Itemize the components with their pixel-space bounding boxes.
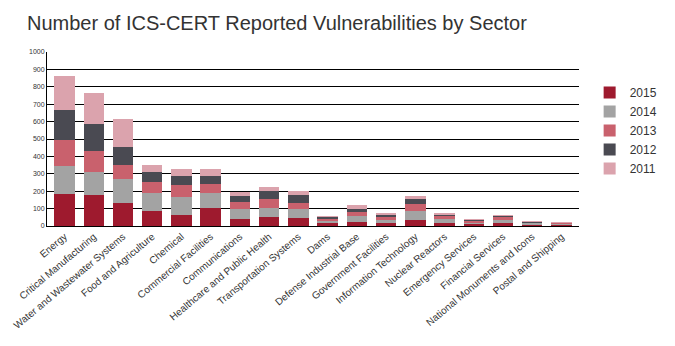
svg-text:Critical Manufacturing: Critical Manufacturing (17, 231, 98, 302)
svg-text:0: 0 (41, 222, 45, 229)
svg-text:Dams: Dams (305, 231, 332, 256)
svg-text:Postal and Shipping: Postal and Shipping (491, 231, 566, 297)
svg-text:500: 500 (33, 135, 45, 142)
svg-text:Water and Wastewater Systems: Water and Wastewater Systems (12, 231, 128, 331)
svg-text:Financial Services: Financial Services (438, 231, 507, 292)
svg-text:1000: 1000 (29, 48, 45, 55)
svg-text:Healthcare and Public Health: Healthcare and Public Health (167, 231, 273, 323)
svg-text:Emergency Services: Emergency Services (401, 231, 478, 298)
svg-text:2015: 2015 (630, 86, 657, 100)
svg-text:400: 400 (33, 153, 45, 160)
svg-text:800: 800 (33, 83, 45, 90)
svg-text:900: 900 (33, 66, 45, 73)
svg-text:Chemical: Chemical (147, 231, 186, 266)
svg-text:Nuclear Reactors: Nuclear Reactors (383, 231, 449, 289)
svg-text:Transportation Systems: Transportation Systems (215, 231, 303, 307)
svg-text:Information Technology: Information Technology (334, 231, 420, 306)
svg-text:100: 100 (33, 205, 45, 212)
svg-text:2014: 2014 (630, 105, 657, 119)
svg-text:700: 700 (33, 101, 45, 108)
svg-text:600: 600 (33, 118, 45, 125)
svg-text:2012: 2012 (630, 143, 657, 157)
svg-text:Number of ICS-CERT Reported Vu: Number of ICS-CERT Reported Vulnerabilit… (27, 12, 527, 34)
svg-text:2011: 2011 (630, 162, 656, 176)
svg-text:National Monuments and Icons: National Monuments and Icons (424, 231, 537, 328)
svg-text:Commercial Facilities: Commercial Facilities (135, 231, 215, 301)
svg-text:2013: 2013 (630, 124, 657, 138)
svg-text:Communications: Communications (180, 231, 244, 287)
svg-text:Energy: Energy (38, 231, 69, 260)
svg-text:300: 300 (33, 170, 45, 177)
svg-text:Government Facilities: Government Facilities (309, 231, 390, 302)
svg-text:Food and Agriculture: Food and Agriculture (79, 231, 157, 299)
svg-text:200: 200 (33, 188, 45, 195)
svg-text:Defense Industrial Base: Defense Industrial Base (273, 231, 362, 308)
